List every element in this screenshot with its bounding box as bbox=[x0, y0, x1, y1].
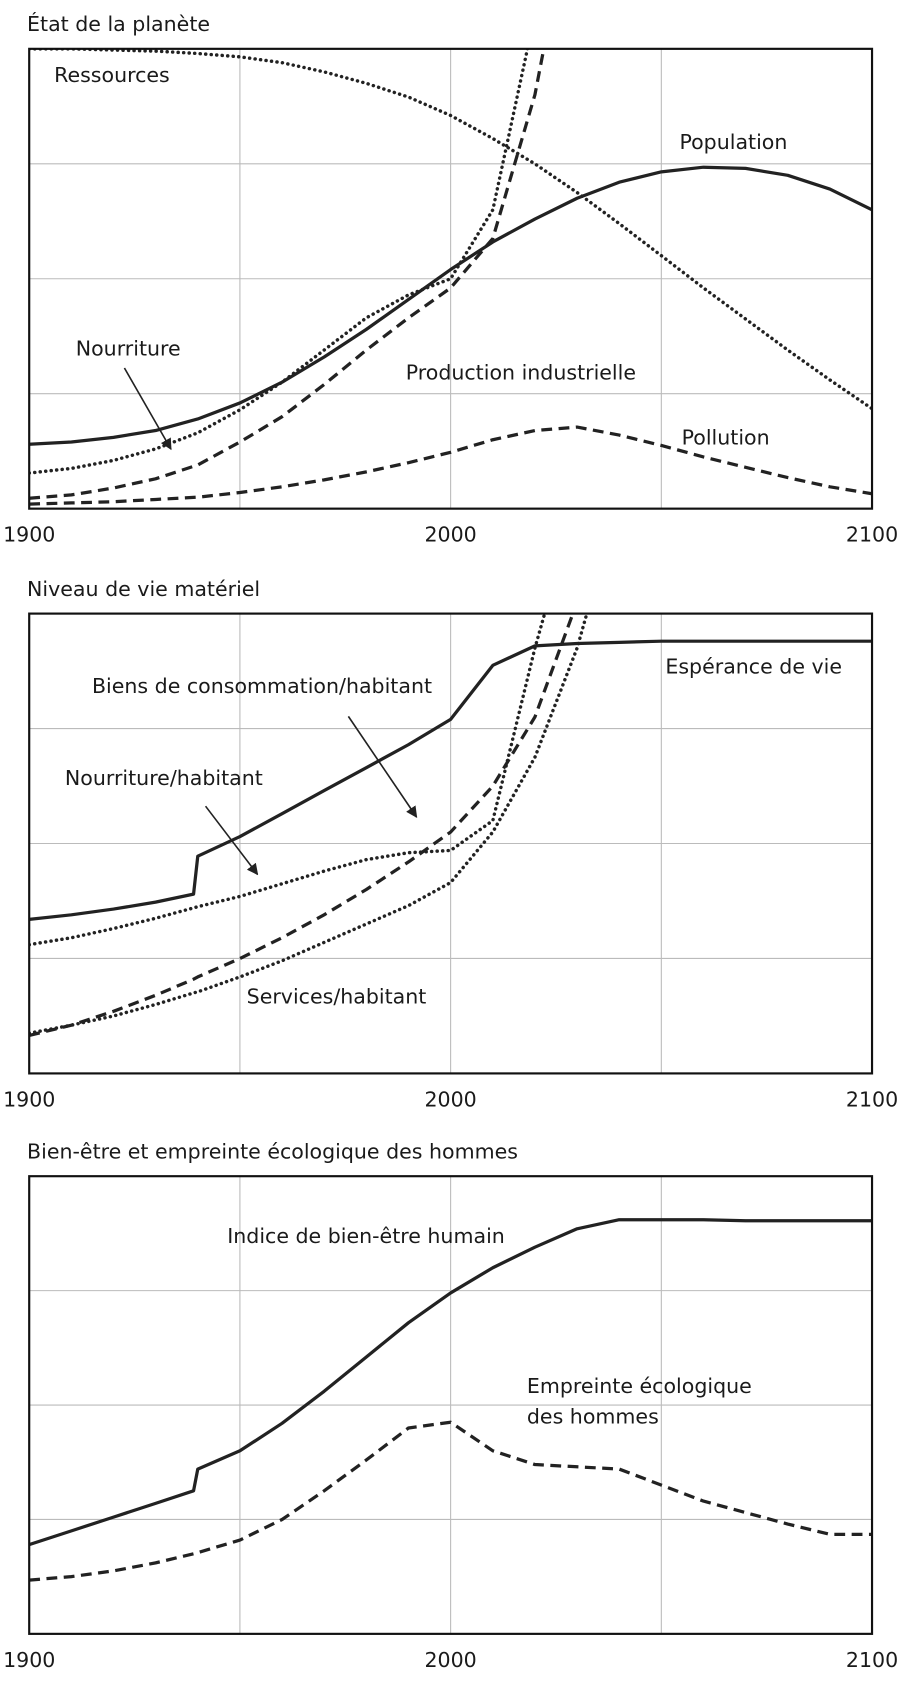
annotation: des hommes bbox=[527, 1404, 659, 1428]
series-group bbox=[29, 1218, 873, 1582]
series-line bbox=[29, 613, 547, 947]
x-tick-label: 2100 bbox=[846, 1648, 898, 1672]
annotation: Pollution bbox=[682, 425, 770, 449]
annotation: Production industrielle bbox=[406, 360, 636, 384]
series-line bbox=[29, 613, 589, 1035]
annotation: Indice de bien-être humain bbox=[227, 1224, 505, 1248]
series-line bbox=[29, 1218, 873, 1547]
annotation: Nourriture/habitant bbox=[65, 766, 263, 790]
annotation: Population bbox=[679, 130, 787, 154]
annotation: Espérance de vie bbox=[665, 655, 842, 679]
x-tick-label: 1900 bbox=[3, 1087, 55, 1111]
panel-title: État de la planète bbox=[27, 11, 210, 36]
annotation: Biens de consommation/habitant bbox=[92, 674, 432, 698]
series-line bbox=[29, 1420, 873, 1582]
series-line bbox=[29, 48, 546, 500]
x-tick-label: 1900 bbox=[3, 523, 55, 547]
annotation: Nourriture bbox=[76, 337, 181, 361]
annotation-arrow bbox=[347, 715, 418, 818]
x-tick-label: 2000 bbox=[424, 1087, 476, 1111]
annotation: Empreinte écologique bbox=[527, 1374, 752, 1398]
series-line bbox=[29, 48, 873, 411]
panel-title: Niveau de vie matériel bbox=[27, 577, 260, 601]
series-line bbox=[29, 425, 873, 506]
annotation: Ressources bbox=[54, 63, 170, 87]
plot-frame bbox=[28, 47, 874, 510]
plot-frame bbox=[28, 612, 874, 1075]
panel-title: Bien-être et empreinte écologique des ho… bbox=[27, 1139, 518, 1163]
series-line bbox=[29, 165, 873, 446]
x-tick-label: 2100 bbox=[846, 523, 898, 547]
x-tick-label: 2000 bbox=[424, 523, 476, 547]
annotation-arrow bbox=[123, 367, 172, 451]
series-group bbox=[29, 48, 873, 506]
series-group bbox=[29, 613, 873, 1038]
x-tick-label: 1900 bbox=[3, 1648, 55, 1672]
series-line bbox=[29, 639, 873, 921]
plot-frame bbox=[28, 1175, 874, 1635]
annotation-arrow bbox=[204, 805, 259, 876]
annotation: Services/habitant bbox=[247, 985, 427, 1009]
x-tick-label: 2000 bbox=[424, 1648, 476, 1672]
series-line bbox=[29, 613, 575, 1038]
x-tick-label: 2100 bbox=[846, 1087, 898, 1111]
